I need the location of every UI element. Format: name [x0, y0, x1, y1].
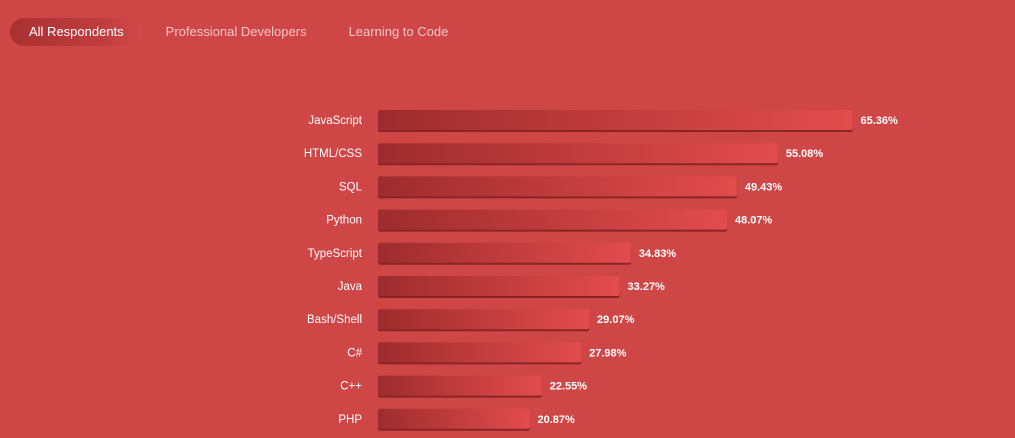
tab-learning-to-code[interactable]: Learning to Code	[348, 24, 449, 39]
bar-php	[378, 408, 530, 429]
category-label-typescript: TypeScript	[308, 248, 363, 260]
bar-sql	[378, 176, 737, 197]
bar-python	[378, 209, 727, 230]
value-label-typescript: 34.83%	[639, 248, 677, 260]
bar-c	[378, 375, 542, 396]
value-label-html-css: 55.08%	[786, 148, 824, 160]
bar-c	[378, 342, 582, 363]
value-label-c: 22.55%	[550, 381, 588, 393]
value-label-sql: 49.43%	[745, 181, 783, 193]
bar-javascript	[378, 110, 853, 130]
respondent-tabs: All Respondents Professional Developers …	[10, 18, 467, 46]
category-label-html-css: HTML/CSS	[304, 148, 362, 160]
value-label-javascript: 65.36%	[861, 115, 899, 127]
category-label-python: Python	[326, 215, 362, 227]
bar-typescript	[378, 242, 631, 263]
bars-group: JavaScript 65.36% HTML/CSS 55.08% SQL 49.43% P…	[304, 110, 898, 431]
value-label-php: 20.87%	[538, 414, 576, 426]
category-label-java: Java	[338, 281, 363, 293]
bar-html-css	[378, 143, 778, 164]
category-label-bash-shell: Bash/Shell	[307, 314, 362, 326]
bar-bash-shell	[378, 309, 590, 330]
category-label-sql: SQL	[339, 181, 363, 193]
category-label-javascript: JavaScript	[308, 115, 362, 127]
bar-java	[378, 276, 620, 296]
value-label-java: 33.27%	[628, 281, 666, 293]
tab-all-respondents[interactable]: All Respondents	[10, 18, 143, 46]
tab-professional-developers[interactable]: Professional Developers	[165, 24, 307, 39]
value-label-bash-shell: 29.07%	[597, 314, 635, 326]
value-label-c: 27.98%	[589, 347, 627, 359]
category-label-c: C#	[347, 347, 362, 359]
category-label-php: PHP	[338, 414, 362, 426]
category-label-c: C++	[340, 381, 362, 393]
value-label-python: 48.07%	[735, 215, 773, 227]
